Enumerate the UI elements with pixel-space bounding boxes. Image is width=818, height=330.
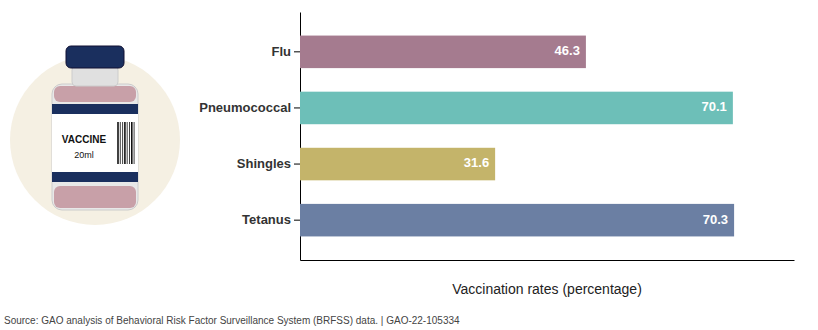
x-axis-title: Vaccination rates (percentage) [452,281,642,297]
bottle-body [52,84,138,210]
barcode-line [124,122,126,164]
bar [300,148,495,181]
barcode-line [122,122,123,164]
data-label: 46.3 [555,43,580,58]
data-label: 70.1 [702,99,727,114]
source-note: Source: GAO analysis of Behavioral Risk … [4,315,460,326]
data-label: 70.3 [703,212,728,227]
bottle-neck [72,66,118,86]
y-tick-label: Flu [272,44,292,59]
y-axis: Flu Pneumococcal Shingles Tetanus [199,13,300,261]
y-tick-mark [294,164,300,165]
y-tick-label: Shingles [237,156,291,171]
illustration-text: VACCINE [62,134,107,145]
data-label: 31.6 [464,155,489,170]
y-tick-label: Tetanus [242,212,291,227]
illustration: VACCINE 20ml [10,46,180,225]
plot: Flu Pneumococcal Shingles Tetanus 46.3 70.1 31… [199,13,794,261]
bottle-bottom-band [54,186,136,208]
data-labels: 46.3 70.1 31.6 70.3 [464,43,728,226]
x-axis-line [301,260,795,261]
bottle-cap [66,46,124,68]
y-tick-mark [294,220,300,221]
y-tick-mark [294,107,300,108]
barcode-line [129,122,130,164]
label-stripe-bottom [52,172,138,182]
y-tick-label: Pneumococcal [199,100,291,115]
chart: VACCINE 20ml Flu Pneumococcal Shingles Tetanu… [0,0,818,330]
bar [300,204,734,237]
bar [300,36,586,69]
x-axis [301,260,795,261]
barcode-line [134,122,135,164]
y-tick-mark [294,51,300,52]
barcode-line [127,122,128,164]
illustration-text: 20ml [74,150,94,160]
y-tick: Shingles [237,156,300,171]
y-tick: Flu [272,44,301,59]
bars [300,36,734,237]
bottle-label [52,104,138,182]
y-tick: Pneumococcal [199,100,300,115]
label-stripe-top [52,104,138,114]
y-tick: Tetanus [242,212,300,227]
backdrop-circle [10,55,180,225]
bottle-top-band [54,86,136,102]
bar [300,92,733,125]
barcode-line [131,122,133,164]
barcode-line [117,122,119,164]
barcode-line [120,122,121,164]
